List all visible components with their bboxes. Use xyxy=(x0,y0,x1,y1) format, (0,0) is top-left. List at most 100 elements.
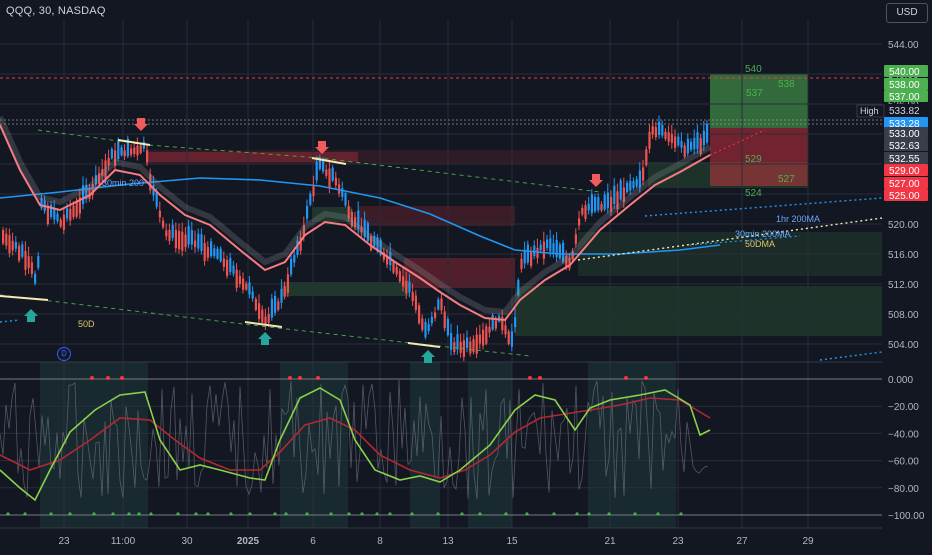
line-label: 30min 200MA xyxy=(735,229,791,239)
candle-body xyxy=(347,205,350,219)
candle-body xyxy=(283,286,286,297)
candle-body xyxy=(702,130,705,146)
osc-signal-dot xyxy=(624,376,628,380)
price-zone xyxy=(404,258,515,288)
osc-dot xyxy=(347,512,351,516)
candle-body xyxy=(424,321,427,338)
candle-body xyxy=(142,141,145,149)
candle-body xyxy=(466,337,469,348)
candle-body xyxy=(571,251,574,260)
candle-body xyxy=(216,248,219,259)
candle-body xyxy=(69,208,72,221)
candle-body xyxy=(674,136,677,148)
osc-tick-label: 0.000 xyxy=(888,375,913,386)
osc-signal-dot xyxy=(90,376,94,380)
candle-body xyxy=(597,197,600,211)
osc-tick-label: −80.00 xyxy=(888,484,919,495)
candle-body xyxy=(402,276,405,287)
candle-body xyxy=(469,341,472,354)
ema-projection xyxy=(709,129,766,156)
candle-body xyxy=(546,239,549,249)
price-label: 538.00 xyxy=(889,80,920,91)
high-label-bg xyxy=(856,104,885,118)
osc-dot xyxy=(607,512,611,516)
buy-arrow xyxy=(24,309,38,322)
candle-body xyxy=(245,283,248,290)
candle-body xyxy=(690,141,693,150)
candle-body xyxy=(670,134,673,144)
candle-body xyxy=(50,204,53,217)
candle-body xyxy=(437,299,440,310)
zone-label: 537 xyxy=(746,88,763,99)
zone-label: 524 xyxy=(745,188,762,199)
osc-dot xyxy=(388,512,392,516)
candle-body xyxy=(475,334,478,354)
candle-body xyxy=(123,150,126,157)
candle-body xyxy=(494,320,497,329)
candle-body xyxy=(517,280,520,296)
price-label-bg xyxy=(884,139,928,151)
candle-body xyxy=(254,298,257,311)
time-tick-label: 27 xyxy=(736,536,748,547)
candle-body xyxy=(651,126,654,135)
osc-dot xyxy=(460,512,464,516)
currency-button[interactable]: USD xyxy=(886,3,928,23)
ma-1hr-200 xyxy=(644,197,883,217)
candle-body xyxy=(328,168,331,188)
candle-body xyxy=(594,196,597,212)
dividend-badge[interactable]: D xyxy=(57,347,71,361)
candle-body xyxy=(85,184,88,200)
candle-body xyxy=(632,181,635,189)
osc-dot xyxy=(137,512,141,516)
buy-arrow xyxy=(421,350,435,363)
price-label: 529.00 xyxy=(889,166,920,177)
osc-dot xyxy=(23,512,27,516)
candle-body xyxy=(379,239,382,256)
ema-line xyxy=(0,124,711,322)
candle-body xyxy=(226,259,229,276)
candle-body xyxy=(322,161,325,172)
trendline-upper xyxy=(37,129,601,193)
candle-body xyxy=(558,244,561,259)
candle-body xyxy=(222,258,225,267)
osc-dot xyxy=(6,512,10,516)
candle-body xyxy=(344,193,347,206)
price-zone xyxy=(282,282,410,296)
candle-body xyxy=(587,203,590,211)
candle-body xyxy=(520,258,523,269)
candle-body xyxy=(622,187,625,203)
candle-body xyxy=(312,185,315,197)
ema-band xyxy=(0,115,712,316)
candle-body xyxy=(584,205,587,220)
candle-body xyxy=(530,250,533,266)
candle-body xyxy=(488,326,491,333)
candle-body xyxy=(667,132,670,142)
osc-signal-dot xyxy=(106,376,110,380)
candle-body xyxy=(277,301,280,310)
osc-tick-label: −100.00 xyxy=(888,511,925,522)
candle-body xyxy=(370,235,373,251)
chart-title: QQQ, 30, NASDAQ xyxy=(6,5,106,17)
time-tick-label: 30 xyxy=(181,536,193,547)
candle-body xyxy=(411,291,414,302)
candle-body xyxy=(325,169,328,176)
price-label-bg xyxy=(884,90,928,102)
candle-body xyxy=(184,234,187,248)
candle-body xyxy=(478,334,481,344)
osc-dot xyxy=(111,512,115,516)
osc-dot xyxy=(305,512,309,516)
candle-body xyxy=(229,257,232,272)
price-label: 537.00 xyxy=(889,92,920,103)
candle-body xyxy=(533,245,536,256)
osc-dot xyxy=(68,512,72,516)
time-tick-label: 23 xyxy=(672,536,684,547)
candle-body xyxy=(232,265,235,274)
candle-body xyxy=(434,312,437,319)
osc-dot xyxy=(633,512,637,516)
candle-body xyxy=(88,188,91,199)
candle-body xyxy=(258,303,261,320)
candle-body xyxy=(306,205,309,219)
time-tick-label: 8 xyxy=(377,536,383,547)
osc-dot xyxy=(679,512,683,516)
